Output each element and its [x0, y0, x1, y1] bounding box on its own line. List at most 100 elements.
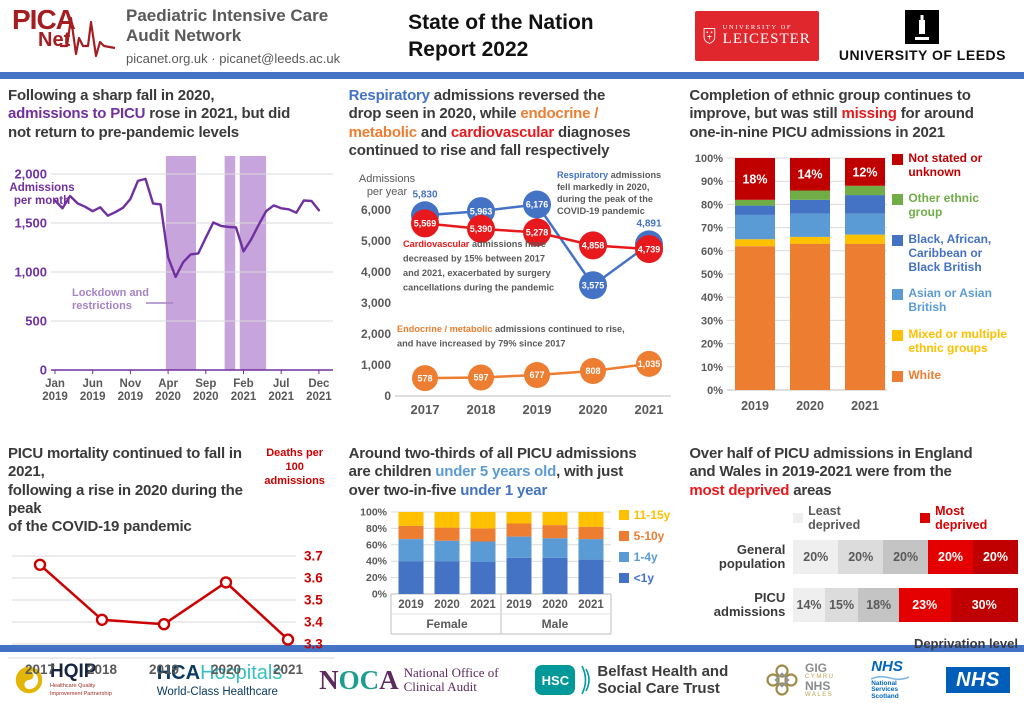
deprivation-row: General population 20% 20% 20% 20% 20%	[687, 539, 1018, 574]
svg-text:6,176: 6,176	[525, 200, 548, 210]
legend-swatch	[618, 551, 629, 562]
belfast-line2: Social Care Trust	[597, 680, 720, 697]
svg-text:5,000: 5,000	[361, 234, 391, 248]
nhs-wordmark: NHS	[956, 668, 1000, 691]
svg-text:3.7: 3.7	[304, 549, 323, 564]
legend-swatch	[892, 370, 904, 382]
svg-text:during the peak of the: during the peak of the	[557, 194, 653, 204]
legend-label: 11-15y	[633, 507, 671, 522]
svg-text:0%: 0%	[707, 385, 723, 397]
svg-text:30%: 30%	[701, 315, 723, 327]
wales-nhs: NHS	[804, 679, 831, 693]
wales-wales: WALES	[804, 692, 834, 698]
leicester-big-text: LEICESTER	[722, 31, 811, 47]
ethnic-group-stacked-bar-chart: 0% 10% 20% 30% 40% 50% 60% 70% 80% 90% 100% 2019 202…	[695, 153, 888, 413]
svg-text:60%: 60%	[701, 246, 723, 258]
wales-cymru: CYMRU	[804, 674, 835, 680]
svg-text:2021: 2021	[634, 402, 663, 417]
celtic-knot-icon	[766, 664, 798, 696]
svg-text:597: 597	[473, 373, 488, 383]
report-title-line1: State of the Nation	[408, 10, 594, 34]
legend-item: 5-10y	[618, 529, 675, 543]
age-sex-stacked-bar-chart: 0%20%40%60%80%100%2019 2020 2021Female2019…	[360, 506, 612, 635]
svg-text:2021: 2021	[851, 399, 879, 413]
deprivation-segment: 30%	[950, 587, 1018, 622]
legend-item: 11-15y	[618, 507, 675, 522]
svg-text:cancellations during the pande: cancellations during the pandemic	[403, 283, 554, 293]
deprivation-bar: 20% 20% 20% 20% 20%	[793, 539, 1018, 574]
svg-text:2020: 2020	[211, 662, 241, 677]
scotland-nhs: NHS	[871, 657, 903, 675]
chart-card-ethnicity: Completion of ethnic group continues to i…	[687, 87, 1018, 445]
leicester-small-text: UNIVERSITY OF	[722, 24, 793, 31]
hqip-wordmark: HQIP Healthcare Quality Improvement Part…	[50, 662, 120, 697]
deprivation-caption: Deprivation level	[913, 635, 1018, 651]
svg-text:Apr: Apr	[158, 378, 178, 390]
svg-text:COVID-19 pandemic: COVID-19 pandemic	[557, 206, 645, 216]
hca-hospitals-logo: HCAHospitals World-Class Healthcare	[157, 663, 283, 698]
svg-text:14%: 14%	[798, 168, 823, 182]
svg-text:3,575: 3,575	[581, 281, 604, 291]
university-of-leeds-logo: UNIVERSITY OF LEEDS	[839, 9, 1006, 63]
legend-item: 1-4y	[618, 549, 675, 564]
svg-text:5,569: 5,569	[413, 219, 436, 229]
svg-text:2019: 2019	[522, 402, 551, 417]
svg-text:808: 808	[585, 366, 600, 376]
svg-text:2020: 2020	[155, 391, 181, 403]
chart-title-deprivation: Over half of PICU admissions in England a…	[689, 445, 973, 499]
legend-item: Least deprived	[793, 504, 894, 532]
nhs-england-logo: NHS	[945, 667, 1010, 693]
noca-a: A	[379, 664, 399, 695]
legend-label: 1-4y	[633, 549, 658, 564]
svg-text:1,000: 1,000	[361, 358, 391, 372]
svg-text:100%: 100%	[695, 153, 723, 165]
svg-text:fell markedly in 2020,: fell markedly in 2020,	[557, 182, 649, 192]
svg-text:1,035: 1,035	[637, 359, 660, 369]
svg-text:40%: 40%	[701, 292, 723, 304]
svg-text:2019: 2019	[506, 599, 532, 611]
svg-text:2019: 2019	[741, 399, 769, 413]
svg-text:2021: 2021	[273, 662, 304, 677]
svg-text:5,963: 5,963	[469, 207, 492, 217]
legend-swatch	[892, 153, 904, 165]
legend-item: <1y	[618, 570, 675, 585]
noca-acronym: NOCA	[319, 664, 399, 695]
svg-text:4,858: 4,858	[581, 241, 604, 251]
svg-text:2020: 2020	[193, 391, 219, 403]
legend-item: Other ethnic group	[892, 192, 1014, 220]
legend-item: Most deprived	[920, 504, 1018, 532]
svg-text:677: 677	[529, 370, 544, 380]
legend-swatch	[892, 235, 904, 247]
svg-text:2019: 2019	[149, 662, 179, 677]
hqip-logo: HQIP Healthcare Quality Improvement Part…	[14, 662, 120, 697]
legend-swatch	[618, 572, 629, 583]
legend-swatch	[892, 330, 904, 342]
chart-title-ethnicity: Completion of ethnic group continues to i…	[689, 87, 974, 141]
belfast-wordmark: Belfast Health and Social Care Trust	[597, 663, 728, 698]
svg-text:Nov: Nov	[120, 378, 142, 390]
hsc-arcs-icon	[581, 665, 591, 695]
svg-text:3.6: 3.6	[304, 571, 323, 586]
svg-text:2019: 2019	[42, 391, 68, 403]
legend-label: <1y	[633, 570, 655, 585]
chart-title-age-sex: Around two-thirds of all PICU admissions…	[348, 445, 637, 499]
legend-swatch	[892, 289, 904, 301]
picanet-logo: PICA Net	[12, 6, 116, 66]
legend-label: Least deprived	[808, 503, 861, 532]
svg-text:5,278: 5,278	[525, 228, 548, 238]
svg-text:70%: 70%	[701, 222, 723, 234]
svg-text:Female: Female	[426, 617, 468, 631]
svg-text:2,000: 2,000	[14, 166, 47, 181]
chart-card-mortality: PICU mortality continued to fall in 2021…	[6, 445, 337, 677]
chart-card-diagnoses: Respiratory admissions reversed the drop …	[347, 87, 678, 445]
deprivation-row-label: General population	[718, 541, 786, 571]
svg-text:20%: 20%	[701, 338, 723, 350]
deprivation-segment: 20%	[838, 539, 884, 574]
deprivation-segment: 20%	[793, 539, 839, 574]
contact-line: picanet.org.uk · picanet@leeds.ac.uk	[126, 50, 341, 66]
noca-logo: NOCA National Office of Clinical Audit	[319, 664, 499, 695]
legend-swatch	[920, 512, 931, 523]
legend-item: Asian or Asian British	[892, 287, 1014, 315]
svg-text:3.5: 3.5	[304, 593, 323, 608]
